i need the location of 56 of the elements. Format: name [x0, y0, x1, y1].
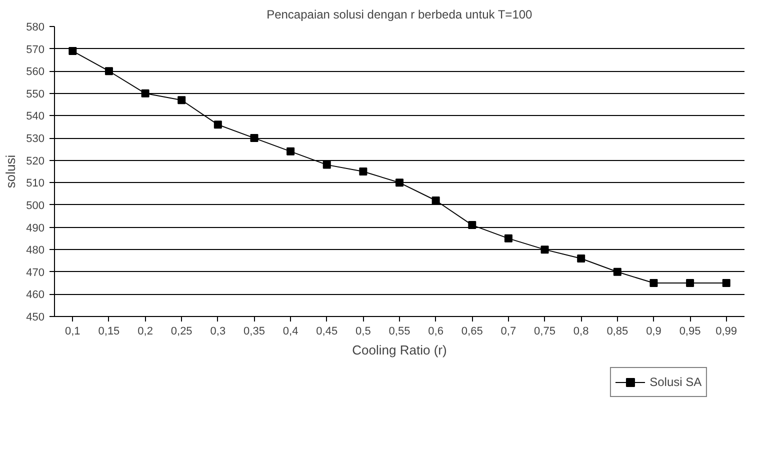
x-tick-label: 0,6 — [428, 326, 444, 338]
x-tick-label: 0,7 — [500, 326, 516, 338]
y-tick-label: 520 — [26, 155, 45, 168]
point — [504, 234, 512, 242]
y-tick-label: 490 — [26, 222, 45, 234]
x-tick-label: 0,15 — [98, 326, 120, 338]
y-tick-label: 560 — [26, 66, 45, 78]
point — [396, 178, 404, 187]
point — [722, 279, 730, 288]
x-tick-label: 0,25 — [170, 326, 192, 338]
x-tick-label: 0,85 — [606, 326, 628, 338]
y-tick-label: 510 — [26, 178, 45, 190]
y-tick-label: 470 — [26, 266, 45, 279]
x-tick-label: 0,5 — [356, 326, 371, 338]
x-tick-label: 0,35 — [244, 326, 265, 338]
y-tick-label: 580 — [26, 22, 45, 34]
point — [468, 221, 476, 230]
point — [286, 147, 295, 156]
point — [686, 279, 694, 288]
point — [613, 268, 622, 276]
point — [322, 160, 331, 169]
x-tick-label: 0,65 — [461, 326, 483, 338]
y-tick-label: 570 — [26, 44, 45, 56]
x-tick-label: 0,95 — [679, 326, 701, 338]
point — [577, 254, 586, 262]
x-tick-label: 0,8 — [573, 326, 589, 338]
point — [214, 120, 222, 129]
y-axis-title: solusi — [3, 154, 18, 188]
point — [141, 89, 150, 98]
point — [432, 196, 440, 204]
x-tick-label: 0,1 — [65, 326, 80, 338]
x-tick-label: 0,9 — [646, 326, 662, 338]
point — [540, 246, 549, 254]
x-tick-label: 0,2 — [138, 326, 153, 338]
x-axis-title: Cooling Ratio (r) — [352, 342, 447, 358]
y-tick-label: 460 — [26, 289, 45, 302]
y-tick-label: 500 — [26, 200, 45, 212]
y-tick-label: 540 — [26, 110, 45, 123]
x-tick-label: 0,75 — [534, 326, 556, 338]
point — [178, 96, 186, 104]
y-tick-label: 450 — [26, 312, 45, 324]
x-tick-label: 0,45 — [316, 326, 338, 338]
y-tick-label: 530 — [26, 133, 45, 146]
y-tick-label: 550 — [26, 88, 45, 100]
point — [650, 279, 658, 288]
x-tick-label: 0,99 — [716, 326, 738, 338]
x-tick-label: 0,4 — [282, 326, 298, 338]
chart-title: Pencapaian solusi dengan r berbeda untuk T=100 — [266, 8, 533, 22]
point — [104, 67, 113, 76]
point — [359, 168, 368, 176]
x-tick-label: 0,3 — [210, 326, 226, 338]
point — [68, 47, 77, 56]
point — [250, 134, 258, 142]
x-tick-label: 0,55 — [388, 326, 410, 338]
legend-label: Solusi SA — [650, 375, 702, 389]
y-tick-label: 480 — [26, 244, 45, 257]
